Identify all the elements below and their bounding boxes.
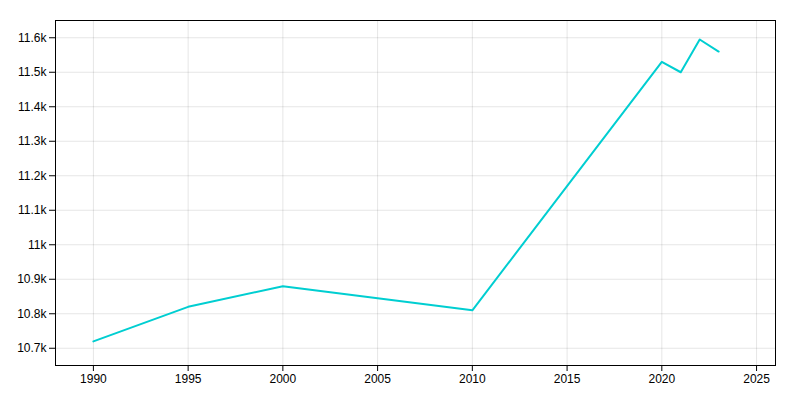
svg-text:11.2k: 11.2k (18, 169, 47, 183)
svg-text:10.7k: 10.7k (17, 341, 47, 355)
svg-text:10.9k: 10.9k (17, 272, 47, 286)
svg-text:2005: 2005 (364, 372, 391, 386)
svg-text:2025: 2025 (743, 372, 770, 386)
svg-text:11.5k: 11.5k (18, 65, 47, 79)
svg-text:2015: 2015 (554, 372, 581, 386)
svg-text:1990: 1990 (80, 372, 107, 386)
svg-text:2010: 2010 (459, 372, 486, 386)
svg-text:11.1k: 11.1k (18, 203, 47, 217)
svg-text:2000: 2000 (270, 372, 297, 386)
svg-text:11.4k: 11.4k (18, 100, 47, 114)
svg-text:2020: 2020 (648, 372, 675, 386)
svg-text:11.3k: 11.3k (18, 134, 47, 148)
svg-text:11k: 11k (28, 238, 47, 252)
svg-text:11.6k: 11.6k (18, 31, 47, 45)
svg-text:10.8k: 10.8k (17, 307, 47, 321)
svg-text:1995: 1995 (175, 372, 202, 386)
